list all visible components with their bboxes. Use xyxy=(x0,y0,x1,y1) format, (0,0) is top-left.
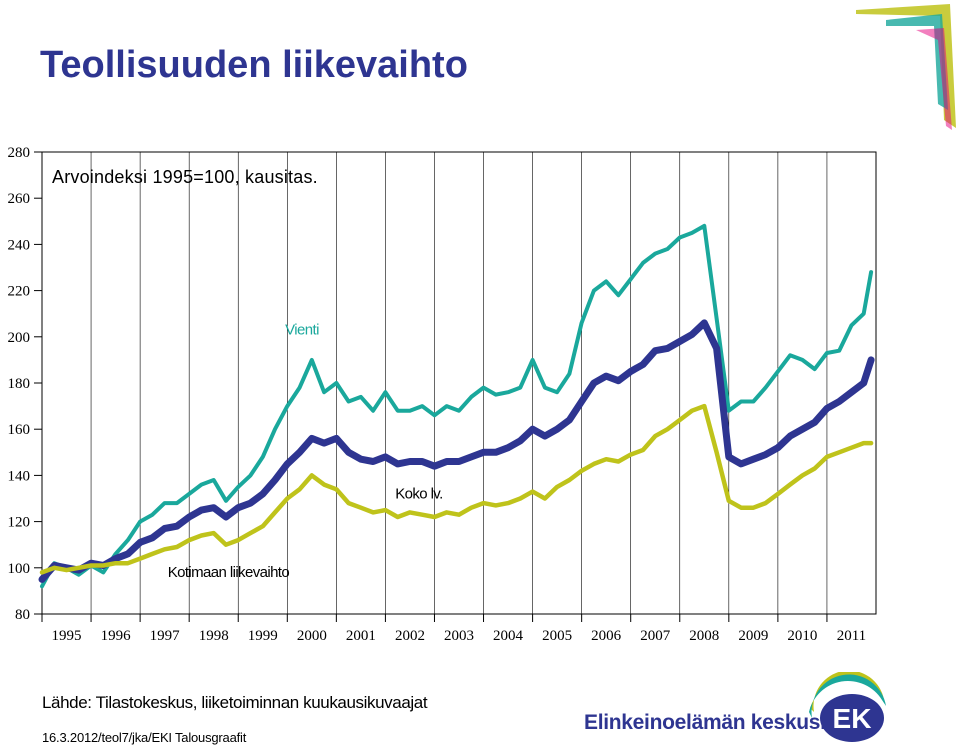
x-tick-label: 2011 xyxy=(837,628,866,644)
series-label-kotimaan-liikevaihto: Kotimaan liikevaihto xyxy=(168,564,290,581)
source-note: Lähde: Tilastokeskus, liiketoiminnan kuu… xyxy=(42,693,428,712)
x-tick-label: 1995 xyxy=(52,628,82,644)
series-label-koko-lv: Koko lv. xyxy=(395,486,442,503)
organization-name: Elinkeinoelämän keskusliitto xyxy=(584,711,863,734)
logo-arc-teal xyxy=(809,674,886,718)
logo-text: EK xyxy=(833,703,872,734)
y-tick-label: 220 xyxy=(8,284,31,300)
x-tick-label: 2010 xyxy=(787,628,817,644)
logo-disc xyxy=(820,694,884,742)
x-tick-label: 2009 xyxy=(738,628,768,644)
x-tick-label: 2006 xyxy=(591,628,622,644)
chart-subtitle: Arvoindeksi 1995=100, kausitas. xyxy=(52,167,318,187)
y-tick-label: 100 xyxy=(8,561,31,577)
series-line-kotimaan-liikevaihto xyxy=(39,403,874,575)
y-tick-label: 80 xyxy=(15,607,30,623)
corner-swirl-teal xyxy=(886,14,948,110)
x-tick-label: 2002 xyxy=(395,628,425,644)
x-tick-label: 1996 xyxy=(101,628,132,644)
corner-swirl-magenta xyxy=(916,28,952,130)
y-tick-label: 140 xyxy=(8,468,31,484)
x-tick-label: 1998 xyxy=(199,628,229,644)
corner-decoration xyxy=(856,4,956,130)
page-title: Teollisuuden liikevaihto xyxy=(40,44,468,86)
ek-logo: EK xyxy=(809,672,886,742)
x-tick-label: 2007 xyxy=(640,628,671,644)
y-tick-label: 180 xyxy=(8,376,31,392)
x-tick-label: 2005 xyxy=(542,628,572,644)
series-line-koko-lv xyxy=(38,319,875,583)
x-tick-label: 1997 xyxy=(150,628,181,644)
x-tick-label: 2004 xyxy=(493,628,524,644)
series-line-vienti xyxy=(40,223,874,589)
plot-frame xyxy=(41,151,877,615)
y-tick-label: 280 xyxy=(8,145,31,161)
y-tick-label: 160 xyxy=(8,422,31,438)
x-tick-label: 2000 xyxy=(297,628,327,644)
y-tick-label: 200 xyxy=(8,330,31,346)
y-tick-label: 260 xyxy=(8,191,31,207)
y-tick-label: 240 xyxy=(8,237,31,253)
x-tick-label: 1999 xyxy=(248,628,278,644)
footnote: 16.3.2012/teol7/jka/EKI Talousgraafit xyxy=(42,730,247,745)
series-label-vienti: Vienti xyxy=(285,321,319,338)
x-tick-label: 2001 xyxy=(346,628,376,644)
x-tick-label: 2008 xyxy=(689,628,719,644)
y-tick-label: 120 xyxy=(8,515,31,531)
x-tick-label: 2003 xyxy=(444,628,474,644)
